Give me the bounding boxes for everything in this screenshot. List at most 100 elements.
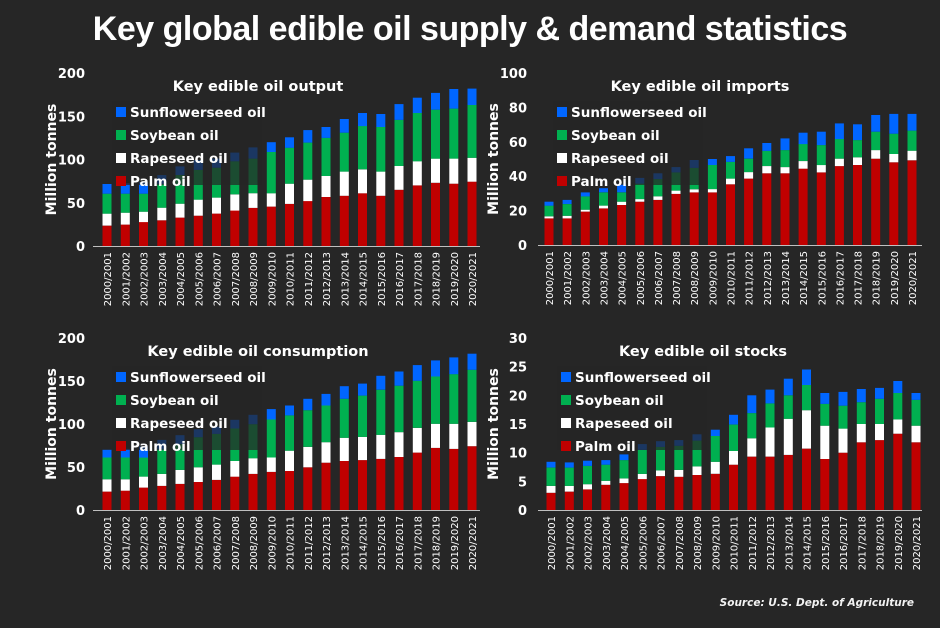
- bar-soybean-oil: [726, 161, 735, 179]
- x-tick-label: 2007/2008: [231, 252, 242, 306]
- x-tick-label: 2004/2005: [618, 251, 629, 305]
- x-tick-label: 2009/2010: [267, 252, 278, 306]
- bar-soybean-oil: [911, 399, 921, 426]
- bar-palm-oil: [562, 218, 572, 245]
- x-tick-label: 2011/2012: [304, 252, 315, 306]
- bar-rapeseed-oil: [689, 189, 699, 193]
- x-tick-label: 2013/2014: [340, 252, 351, 306]
- x-tick-label: 2011/2012: [748, 516, 759, 570]
- x-tick-label: 2006/2007: [213, 252, 224, 306]
- bar-palm-oil: [617, 204, 627, 245]
- bar-sunflowerseed-oil: [102, 184, 112, 194]
- bar-palm-oil: [762, 173, 772, 245]
- bar-soybean-oil: [431, 109, 440, 159]
- bar-rapeseed-oil: [820, 425, 830, 459]
- bar-rapeseed-oil: [376, 171, 386, 196]
- x-tick-label: 2014/2015: [359, 252, 370, 306]
- bar-palm-oil: [339, 195, 349, 246]
- bar-soybean-oil: [449, 374, 459, 424]
- x-tick-label: 2010/2011: [727, 251, 738, 305]
- bar-soybean-oil: [635, 183, 645, 200]
- bar-soybean-oil: [765, 403, 775, 428]
- y-tick-label: 20: [509, 389, 527, 404]
- bar-sunflowerseed-oil: [617, 183, 627, 193]
- y-tick-label: 20: [509, 205, 527, 220]
- bar-rapeseed-oil: [230, 461, 240, 477]
- x-tick-label: 2014/2015: [359, 516, 370, 570]
- bar-palm-oil: [689, 192, 699, 245]
- bar-rapeseed-oil: [248, 458, 258, 474]
- chart-1: 2000/2001 2001/2002 2002/2003 2003/2004 2004…: [486, 67, 922, 305]
- bar-rapeseed-oil: [102, 479, 112, 492]
- bar-rapeseed-oil: [157, 207, 167, 221]
- x-tick-label: 2000/2001: [545, 251, 556, 305]
- bar-rapeseed-oil: [303, 179, 313, 202]
- bar-palm-oil: [875, 440, 884, 510]
- bar-soybean-oil: [656, 446, 665, 471]
- bar-sunflowerseed-oil: [871, 115, 881, 132]
- y-tick-label: 0: [518, 239, 527, 254]
- bar-soybean-oil: [266, 419, 276, 458]
- bar-soybean-oil: [358, 126, 367, 170]
- bar-rapeseed-oil: [564, 485, 574, 492]
- bar-soybean-oil: [816, 145, 826, 166]
- bar-palm-oil: [580, 211, 590, 245]
- y-tick-label: 40: [509, 170, 527, 185]
- bar-palm-oil: [619, 483, 629, 510]
- bar-soybean-oil: [871, 131, 881, 151]
- x-tick-label: 2018/2019: [876, 516, 887, 570]
- x-tick-label: 2007/2008: [672, 251, 683, 305]
- x-tick-label: 2003/2004: [158, 252, 169, 306]
- bar-rapeseed-oil: [674, 469, 684, 477]
- bar-rapeseed-oil: [871, 150, 881, 159]
- bar-rapeseed-oil: [816, 165, 826, 173]
- bar-sunflowerseed-oil: [394, 371, 404, 386]
- x-tick-label: 2004/2005: [620, 516, 631, 570]
- bar-rapeseed-oil: [266, 457, 276, 472]
- bar-soybean-oil: [802, 385, 811, 411]
- x-tick-label: 2020/2021: [908, 251, 919, 305]
- y-tick-label: 0: [518, 504, 527, 519]
- x-tick-label: 2012/2013: [322, 516, 333, 570]
- bar-palm-oil: [871, 158, 881, 245]
- bar-palm-oil: [339, 461, 349, 510]
- legend-label: Rapeseed oil: [130, 416, 228, 432]
- bar-palm-oil: [816, 172, 826, 245]
- bar-rapeseed-oil: [285, 450, 294, 471]
- bar-soybean-oil: [893, 393, 903, 420]
- y-axis-label: Million tonnes: [44, 368, 60, 480]
- bar-sunflowerseed-oil: [467, 88, 477, 105]
- legend-label: Palm oil: [130, 174, 191, 190]
- bar-sunflowerseed-oil: [467, 353, 477, 370]
- bar-sunflowerseed-oil: [893, 381, 903, 393]
- bar-soybean-oil: [139, 457, 148, 477]
- bar-palm-oil: [230, 210, 240, 246]
- bar-palm-oil: [412, 185, 422, 246]
- bar-palm-oil: [157, 485, 167, 510]
- bar-palm-oil: [467, 181, 477, 246]
- bar-sunflowerseed-oil: [120, 183, 130, 194]
- bar-soybean-oil: [856, 402, 866, 424]
- bar-palm-oil: [193, 482, 203, 510]
- y-tick-label: 50: [67, 461, 85, 476]
- y-tick-label: 15: [509, 418, 527, 433]
- bar-palm-oil: [248, 207, 258, 246]
- legend-swatch-soybean-oil: [116, 395, 126, 405]
- y-tick-label: 150: [58, 110, 85, 125]
- bar-rapeseed-oil: [321, 175, 331, 197]
- bar-sunflowerseed-oil: [707, 159, 717, 165]
- bar-soybean-oil: [692, 440, 702, 467]
- bar-rapeseed-oil: [619, 478, 629, 484]
- x-tick-label: 2019/2020: [450, 252, 461, 306]
- bar-rapeseed-oil: [802, 410, 811, 449]
- bar-rapeseed-oil: [635, 199, 645, 202]
- bar-rapeseed-oil: [139, 476, 148, 488]
- bar-rapeseed-oil: [230, 194, 240, 211]
- legend-swatch-soybean-oil: [116, 130, 126, 140]
- x-tick-label: 2002/2003: [584, 516, 595, 570]
- bar-soybean-oil: [619, 460, 629, 479]
- bar-rapeseed-oil: [853, 157, 862, 165]
- bar-soybean-oil: [838, 405, 848, 429]
- x-tick-label: 2005/2006: [194, 516, 205, 570]
- x-tick-label: 2010/2011: [730, 516, 741, 570]
